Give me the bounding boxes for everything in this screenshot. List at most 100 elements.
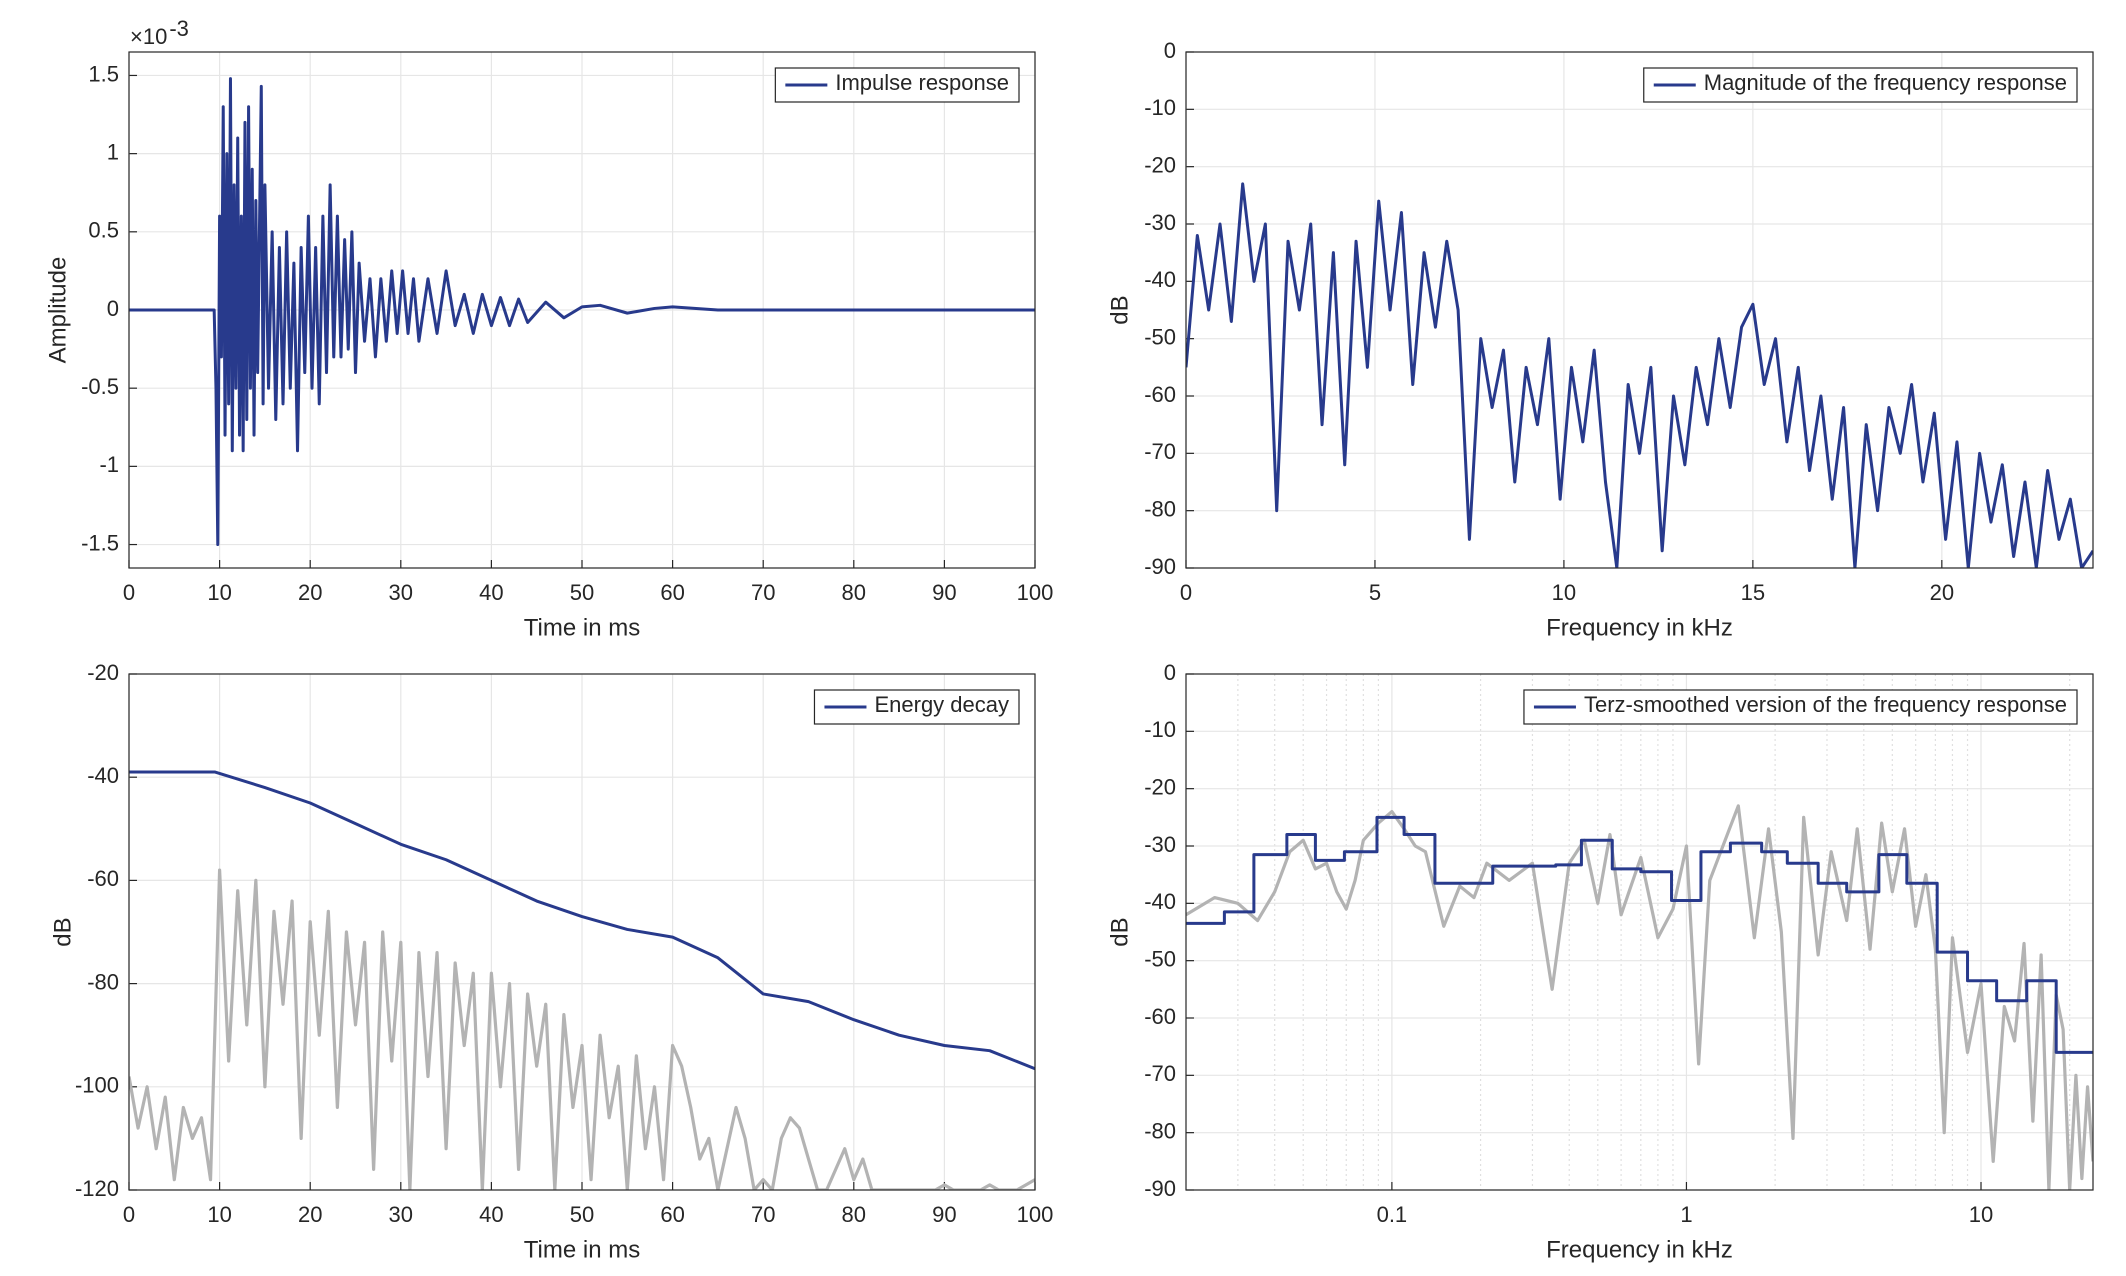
y-tick-label: -60 (87, 866, 119, 891)
y-axis-label: Amplitude (44, 257, 71, 364)
x-tick-label: 40 (479, 580, 503, 605)
y-tick-label: -100 (75, 1073, 119, 1098)
y-tick-label: -10 (1144, 95, 1176, 120)
y-tick-label: -60 (1144, 382, 1176, 407)
y-tick-label: -40 (1144, 267, 1176, 292)
plot-area (1186, 674, 2093, 1190)
y-tick-label: -60 (1144, 1004, 1176, 1029)
x-tick-label: 20 (298, 1202, 322, 1227)
x-tick-label: 90 (932, 1202, 956, 1227)
data-line (129, 868, 1035, 1190)
series-group (1186, 182, 2093, 568)
plot-area (1186, 52, 2093, 568)
series-group (1186, 804, 2093, 1190)
x-tick-label: 100 (1017, 1202, 1054, 1227)
y-axis-label: dB (49, 917, 76, 946)
y-tick-label: -1 (99, 452, 119, 477)
data-line (1186, 815, 2093, 1054)
y-tick-label: -40 (1144, 889, 1176, 914)
y-tick-label: -80 (1144, 1118, 1176, 1143)
x-axis-label: Time in ms (524, 614, 640, 641)
y-tick-label: -10 (1144, 717, 1176, 742)
x-tick-label: 10 (207, 580, 231, 605)
series-group (129, 77, 1035, 547)
y-tick-label: -90 (1144, 554, 1176, 579)
x-tick-label: 30 (389, 580, 413, 605)
x-tick-label: 100 (1017, 580, 1054, 605)
y-tick-label: -70 (1144, 439, 1176, 464)
y-tick-label: -40 (87, 763, 119, 788)
axis-exponent-power: -3 (169, 16, 189, 41)
axes-box (128, 51, 1036, 569)
x-tick-label: 50 (570, 1202, 594, 1227)
axis-exponent: ×10 (130, 24, 167, 49)
x-tick-label: 60 (660, 580, 684, 605)
data-line (129, 77, 1035, 547)
x-axis-label: Frequency in kHz (1546, 614, 1733, 641)
legend-box (1643, 67, 2078, 103)
y-tick-label: -30 (1144, 832, 1176, 857)
x-tick-label: 80 (842, 1202, 866, 1227)
x-tick-label: 1 (1680, 1202, 1692, 1227)
legend-label: Energy decay (874, 692, 1009, 717)
x-tick-label: 10 (1969, 1202, 1993, 1227)
x-tick-label: 15 (1741, 580, 1765, 605)
y-tick-label: -0.5 (81, 374, 119, 399)
subplot: -1.5 -1 -0.5 0 0.5 1 1.5 0 10 20 30 40 50 60 70 80 90 100… (44, 16, 1053, 642)
axes-box (1185, 51, 2094, 569)
y-tick-label: -20 (1144, 152, 1176, 177)
x-tick-label: 90 (932, 580, 956, 605)
legend: Impulse response (774, 67, 1020, 103)
legend-label: Impulse response (835, 70, 1009, 95)
x-tick-label: 30 (389, 1202, 413, 1227)
x-tick-label: 40 (479, 1202, 503, 1227)
data-line (1186, 804, 2093, 1190)
x-tick-label: 80 (842, 580, 866, 605)
legend-label: Magnitude of the frequency response (1704, 70, 2067, 95)
x-tick-label: 5 (1369, 580, 1381, 605)
y-tick-label: 0 (107, 296, 119, 321)
x-tick-label: 10 (1552, 580, 1576, 605)
y-tick-label: -1.5 (81, 530, 119, 555)
y-tick-label: -20 (87, 660, 119, 685)
x-tick-label: 0 (123, 580, 135, 605)
x-tick-label: 20 (298, 580, 322, 605)
subplot: -90 -80 -70 -60 -50 -40 -30 -20 -10 0 0 5 10 15 20 Freq… (1106, 38, 2094, 641)
y-tick-label: -80 (1144, 496, 1176, 521)
y-tick-label: -70 (1144, 1061, 1176, 1086)
x-axis-label: Time in ms (524, 1236, 640, 1263)
x-tick-label: 70 (751, 580, 775, 605)
x-tick-label: 60 (660, 1202, 684, 1227)
x-axis-label: Frequency in kHz (1546, 1236, 1733, 1263)
y-tick-label: -50 (1144, 324, 1176, 349)
legend: Energy decay (813, 689, 1020, 725)
y-tick-label: 1.5 (88, 61, 119, 86)
data-line (1186, 182, 2093, 568)
y-tick-label: 0 (1164, 38, 1176, 63)
axes-box (1185, 673, 2094, 1191)
axes-box (128, 673, 1036, 1191)
y-tick-label: 0 (1164, 660, 1176, 685)
x-tick-label: 50 (570, 580, 594, 605)
y-tick-label: 1 (107, 139, 119, 164)
x-tick-label: 10 (207, 1202, 231, 1227)
x-tick-label: 0.1 (1377, 1202, 1408, 1227)
legend-box (1523, 689, 2078, 725)
subplot: -90 -80 -70 -60 -50 -40 -30 -20 -10 0 0.1 1 10 Freque… (1106, 660, 2094, 1263)
y-axis-label: dB (1106, 917, 1133, 946)
y-tick-label: -30 (1144, 210, 1176, 235)
y-axis-label: dB (1106, 295, 1133, 324)
x-tick-label: 0 (1180, 580, 1192, 605)
x-tick-label: 0 (123, 1202, 135, 1227)
series-group (129, 770, 1035, 1190)
x-tick-label: 70 (751, 1202, 775, 1227)
legend: Magnitude of the frequency response (1643, 67, 2078, 103)
y-tick-label: -50 (1144, 946, 1176, 971)
y-tick-label: -120 (75, 1176, 119, 1201)
x-tick-label: 20 (1930, 580, 1954, 605)
y-tick-label: 0.5 (88, 218, 119, 243)
legend: Terz-smoothed version of the frequency r… (1523, 689, 2078, 725)
y-tick-label: -80 (87, 969, 119, 994)
